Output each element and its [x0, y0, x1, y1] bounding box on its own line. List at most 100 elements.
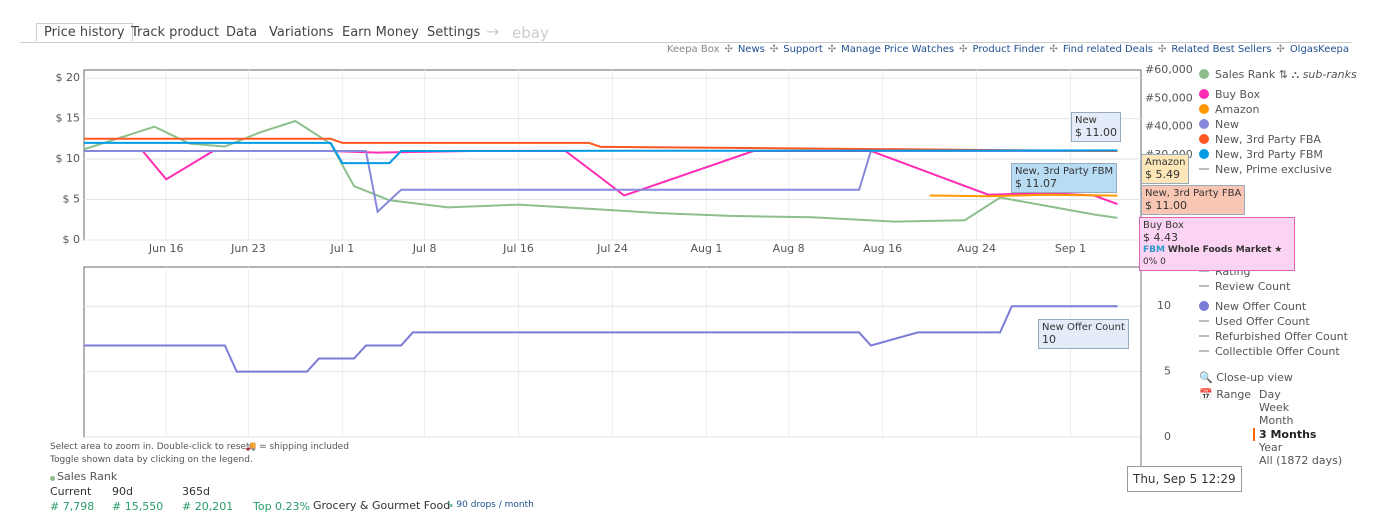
tooltip: New, 3rd Party FBA $ 11.00: [1141, 185, 1246, 215]
link[interactable]: News: [719, 44, 764, 55]
link[interactable]: Support: [765, 44, 823, 55]
tooltip-title: New: [1075, 115, 1097, 126]
closeup-label: Close-up view: [1216, 371, 1293, 384]
x-tick-label: Jul 16: [502, 242, 534, 255]
tooltip-value: 10: [1042, 333, 1056, 346]
legend-label: New, Prime exclusive: [1215, 163, 1333, 176]
tooltip-title: Buy Box: [1143, 220, 1184, 231]
y-tick-label: $ 10: [56, 152, 81, 165]
tooltip-value: $ 5.49: [1145, 168, 1180, 181]
legend-item[interactable]: Collectible Offer Count: [1199, 345, 1340, 358]
y2-tick-label: #40,000: [1145, 120, 1193, 133]
tooltip-title: New Offer Count: [1042, 322, 1125, 333]
legend-item[interactable]: New, 3rd Party FBM: [1199, 148, 1323, 161]
category: Grocery & Gourmet Food: [313, 499, 451, 512]
legend-label: Review Count: [1215, 280, 1291, 293]
legend-dash: [1199, 335, 1209, 337]
rank-header: Current: [50, 485, 92, 498]
tab[interactable]: ebay: [512, 24, 549, 42]
y-tick-label: 10: [1157, 299, 1171, 312]
drops: ↘ 90 drops / month: [446, 500, 534, 510]
link[interactable]: Related Best Sellers: [1153, 44, 1271, 55]
legend-item[interactable]: Amazon: [1199, 103, 1259, 116]
legend-dash: [1199, 270, 1209, 272]
tab[interactable]: Variations: [269, 25, 334, 40]
legend-label: Sales Rank: [1215, 68, 1276, 81]
range: 📅 Range: [1199, 388, 1252, 401]
x-tick-label: Jun 16: [148, 242, 184, 255]
x-tick-label: Aug 24: [957, 242, 996, 255]
legend-label: Amazon: [1215, 103, 1260, 116]
tooltip-value: $ 11.07: [1015, 177, 1057, 190]
rank-header: 365d: [182, 485, 210, 498]
link[interactable]: Manage Price Watches: [823, 44, 954, 55]
legend-item[interactable]: New, 3rd Party FBA: [1199, 133, 1321, 146]
legend-item[interactable]: New: [1199, 118, 1239, 131]
link[interactable]: Product Finder: [954, 44, 1044, 55]
cursor-label: Thu, Sep 5 12:29: [1127, 466, 1242, 492]
rank-value: # 15,550: [112, 500, 164, 513]
legend-dot: [1199, 69, 1209, 79]
y2-tick-label: #50,000: [1145, 91, 1193, 104]
tooltip: New Offer Count 10: [1038, 319, 1129, 349]
legend-item[interactable]: Used Offer Count: [1199, 315, 1310, 328]
y-tick-label: $ 20: [56, 71, 81, 84]
hint: Select area to zoom in. Double-click to …: [50, 442, 253, 452]
legend-item[interactable]: Refurbished Offer Count: [1199, 330, 1348, 343]
y-tick-label: 0: [1164, 430, 1171, 443]
tooltip: New, 3rd Party FBM $ 11.07: [1011, 163, 1118, 193]
legend-item[interactable]: Review Count: [1199, 280, 1290, 293]
sub-ranks: sub-ranks: [1302, 68, 1357, 81]
tab-rule: [20, 42, 1352, 43]
tab[interactable]: Data: [226, 25, 258, 40]
tooltip: Buy Box $ 4.43 FBM Whole Foods Market ★ 0%…: [1139, 217, 1295, 271]
tab[interactable]: Settings: [427, 25, 481, 40]
tooltip-value: $ 11.00: [1145, 199, 1187, 212]
tab[interactable]: Track product: [131, 25, 220, 40]
tab[interactable]: Price history: [36, 23, 133, 41]
tooltip-value: $ 4.43: [1143, 231, 1178, 244]
y-tick-label: $ 0: [63, 233, 81, 246]
range-label: Range: [1216, 388, 1252, 401]
seller-rating: ★ 0%: [1143, 245, 1283, 267]
rank-title: Sales Rank: [50, 470, 117, 483]
hint: Toggle shown data by clicking on the leg…: [50, 455, 253, 465]
x-tick-label: Jun 23: [230, 242, 266, 255]
tab[interactable]: Earn Money: [342, 25, 419, 40]
legend-dot: [1199, 149, 1209, 159]
legend-dash: [1199, 168, 1209, 170]
series-line: [84, 137, 1118, 152]
tooltip: Amazon $ 5.49: [1141, 154, 1190, 184]
range-option[interactable]: Month: [1259, 414, 1294, 428]
legend-dot: [1199, 301, 1209, 311]
link[interactable]: Find related Deals: [1044, 44, 1153, 55]
y2-tick-label: #60,000: [1145, 63, 1193, 76]
tooltip-title: New, 3rd Party FBM: [1015, 166, 1114, 177]
link[interactable]: OlgasKeepa: [1271, 44, 1349, 55]
legend-dot: [1199, 134, 1209, 144]
legend-dot: [1199, 119, 1209, 129]
tooltip: New $ 11.00: [1071, 112, 1121, 142]
links: Keepa BoxNewsSupportManage Price Watches…: [667, 44, 1349, 55]
legend-item[interactable]: New, Prime exclusive: [1199, 163, 1332, 176]
x-tick-label: Jul 24: [596, 242, 628, 255]
range-option[interactable]: Week: [1259, 401, 1290, 415]
hint: = shipping included: [259, 442, 349, 452]
legend-label: Refurbished Offer Count: [1215, 330, 1348, 343]
range-option[interactable]: 3 Months: [1253, 427, 1316, 441]
legend-item[interactable]: Buy Box: [1199, 88, 1260, 101]
range-option[interactable]: Day: [1259, 388, 1281, 401]
legend-dot: [1199, 89, 1209, 99]
tooltip-title: Amazon: [1145, 157, 1186, 168]
legend-label: New, 3rd Party FBM: [1215, 148, 1323, 161]
legend-item[interactable]: New Offer Count: [1199, 300, 1306, 313]
legend-label: Collectible Offer Count: [1215, 345, 1340, 358]
range-option[interactable]: Year: [1259, 440, 1283, 454]
legend-item[interactable]: Sales Rank ⇅ ⛬ sub-ranks: [1199, 68, 1357, 82]
rank-top: Top 0.23%: [253, 500, 311, 513]
rank-header: 90d: [112, 485, 133, 498]
x-tick-label: Sep 1: [1055, 242, 1086, 255]
range-option[interactable]: All (1872 days): [1259, 454, 1343, 467]
x-tick-label: Jul 8: [412, 242, 437, 255]
